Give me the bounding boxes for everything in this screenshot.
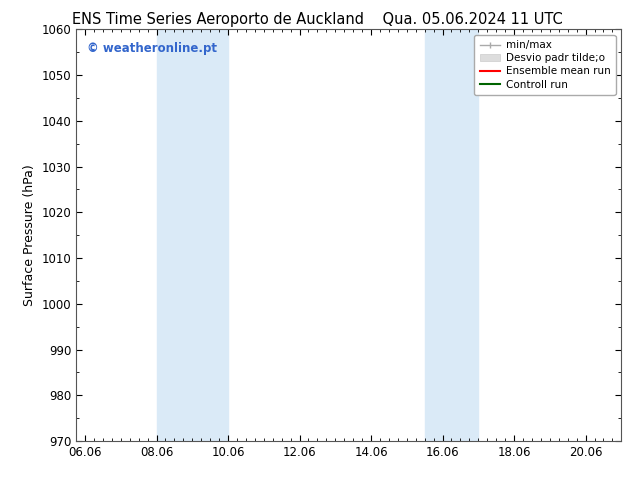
- Bar: [425, 29, 478, 441]
- Y-axis label: Surface Pressure (hPa): Surface Pressure (hPa): [23, 164, 36, 306]
- Text: ENS Time Series Aeroporto de Auckland    Qua. 05.06.2024 11 UTC: ENS Time Series Aeroporto de Auckland Qu…: [72, 12, 562, 27]
- Legend: min/max, Desvio padr tilde;o, Ensemble mean run, Controll run: min/max, Desvio padr tilde;o, Ensemble m…: [474, 35, 616, 95]
- Text: © weatheronline.pt: © weatheronline.pt: [87, 42, 217, 55]
- Bar: [157, 29, 228, 441]
